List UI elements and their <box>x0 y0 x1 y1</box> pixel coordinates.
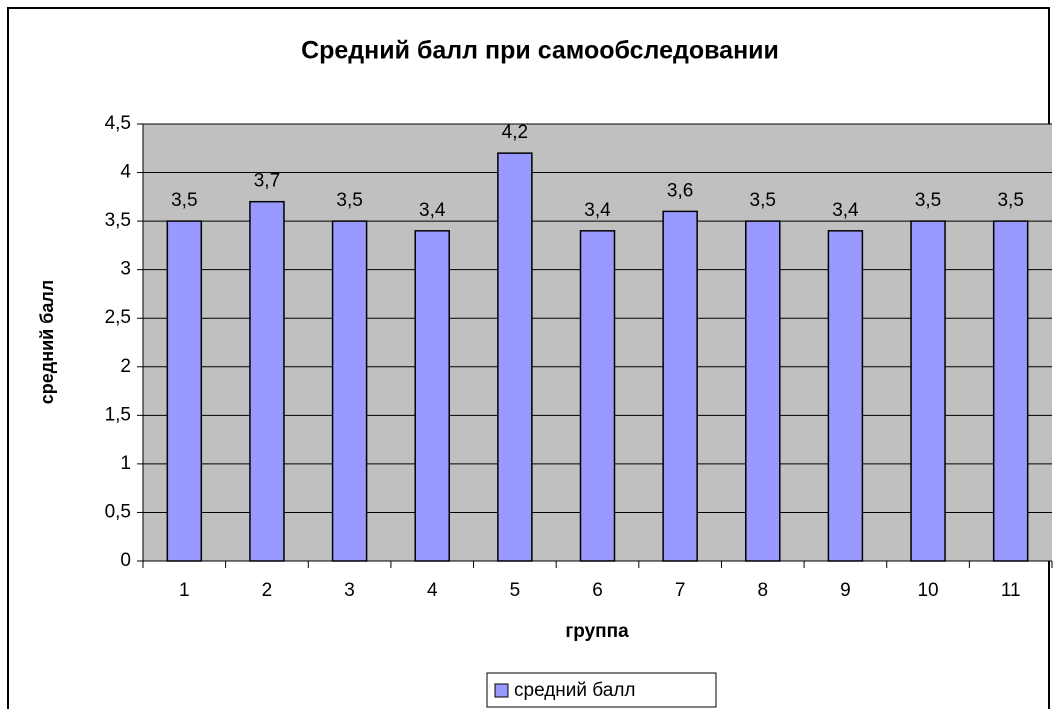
y-tick-label: 1,5 <box>105 404 131 425</box>
chart-title: Средний балл при самообследовании <box>301 37 779 65</box>
data-label: 3,7 <box>254 171 280 192</box>
data-label: 3,5 <box>750 190 776 211</box>
y-tick-label: 2,5 <box>105 307 131 328</box>
x-tick-label: 4 <box>427 580 438 601</box>
data-label: 3,4 <box>584 200 611 221</box>
bar <box>662 210 698 562</box>
x-axis-title: группа <box>565 621 629 642</box>
bar <box>166 220 203 562</box>
y-tick-label: 4 <box>120 162 131 183</box>
legend-label: средний балл <box>514 680 636 701</box>
y-tick-label: 1 <box>120 453 131 474</box>
bar <box>249 200 285 562</box>
data-label: 3,5 <box>997 190 1023 211</box>
x-tick-label: 10 <box>917 580 938 601</box>
x-tick-label: 9 <box>840 580 851 601</box>
x-tick-label: 11 <box>1001 580 1021 601</box>
bar <box>992 220 1029 562</box>
x-tick-label: 6 <box>592 580 603 601</box>
bar <box>579 230 616 562</box>
x-tick-label: 2 <box>262 580 273 601</box>
legend-swatch <box>494 683 509 698</box>
bar <box>745 220 781 562</box>
data-label: 3,4 <box>832 200 859 221</box>
y-tick-label: 2 <box>120 356 131 377</box>
data-label: 3,5 <box>336 190 362 211</box>
bar <box>910 220 946 562</box>
y-tick-label: 0 <box>120 550 131 571</box>
x-tick-label: 5 <box>510 580 521 601</box>
x-tick-label: 3 <box>344 580 355 601</box>
bar <box>497 152 533 562</box>
y-tick-label: 3,5 <box>105 210 131 231</box>
bar <box>414 230 450 562</box>
y-axis-title: средний балл <box>37 280 57 404</box>
y-tick-label: 0,5 <box>105 501 131 522</box>
x-tick-label: 1 <box>179 580 190 601</box>
data-label: 3,5 <box>915 190 941 211</box>
data-label: 4,2 <box>502 122 528 143</box>
bar <box>331 220 368 562</box>
y-tick-label: 3 <box>120 259 131 280</box>
y-tick-label: 4,5 <box>105 113 131 134</box>
data-label: 3,6 <box>667 180 693 201</box>
bar <box>827 230 864 562</box>
x-tick-label: 8 <box>757 580 768 601</box>
data-label: 3,4 <box>419 200 446 221</box>
legend <box>486 672 717 708</box>
x-tick-label: 7 <box>675 580 686 601</box>
data-label: 3,5 <box>171 190 197 211</box>
